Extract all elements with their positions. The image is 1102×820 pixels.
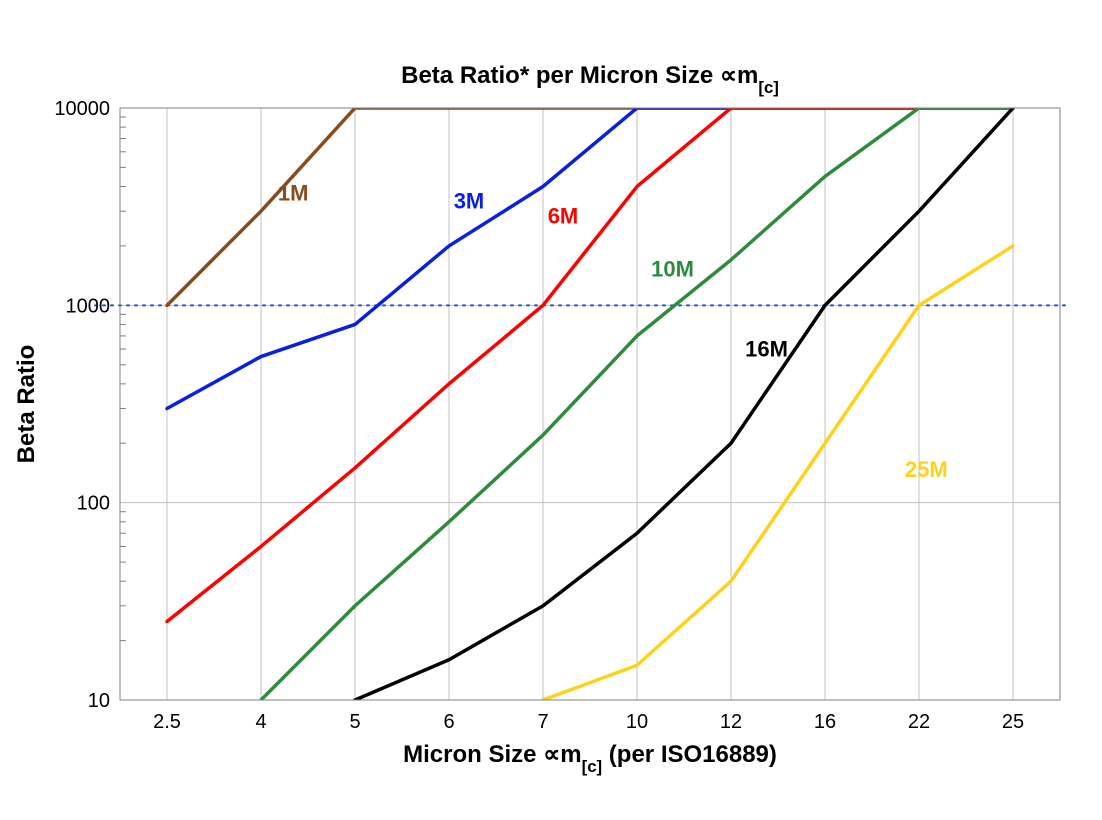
x-tick-label: 6 bbox=[443, 711, 454, 733]
x-tick-label: 22 bbox=[908, 711, 930, 733]
x-tick-label: 10 bbox=[626, 711, 648, 733]
x-axis-label: Micron Size ∝m[c] (per ISO16889) bbox=[403, 741, 777, 776]
series-label-6M: 6M bbox=[548, 203, 579, 228]
series-label-1M: 1M bbox=[278, 180, 309, 205]
x-tick-label: 2.5 bbox=[153, 711, 181, 733]
x-tick-label: 7 bbox=[537, 711, 548, 733]
series-label-3M: 3M bbox=[454, 188, 485, 213]
y-tick-label: 10000 bbox=[54, 98, 110, 120]
x-tick-label: 25 bbox=[1002, 711, 1024, 733]
chart-title: Beta Ratio* per Micron Size ∝m[c] bbox=[401, 62, 779, 97]
x-tick-label: 5 bbox=[349, 711, 360, 733]
beta-ratio-chart: 2.5 4 5 6 7 10 12 16 22 25 10 100 1000 10000 1M 3M 6M 10M… bbox=[0, 0, 1102, 820]
x-tick-label: 4 bbox=[255, 711, 266, 733]
x-tick-label: 16 bbox=[814, 711, 836, 733]
y-axis-label: Beta Ratio bbox=[13, 345, 40, 464]
x-tick-label: 12 bbox=[720, 711, 742, 733]
series-label-25M: 25M bbox=[905, 457, 948, 482]
y-tick-label: 1000 bbox=[66, 295, 111, 317]
y-tick-label: 100 bbox=[77, 493, 110, 515]
chart-container: 2.5 4 5 6 7 10 12 16 22 25 10 100 1000 10000 1M 3M 6M 10M… bbox=[0, 0, 1102, 820]
series-label-16M: 16M bbox=[745, 337, 788, 362]
y-tick-label: 10 bbox=[88, 690, 110, 712]
series-label-10M: 10M bbox=[651, 256, 694, 281]
